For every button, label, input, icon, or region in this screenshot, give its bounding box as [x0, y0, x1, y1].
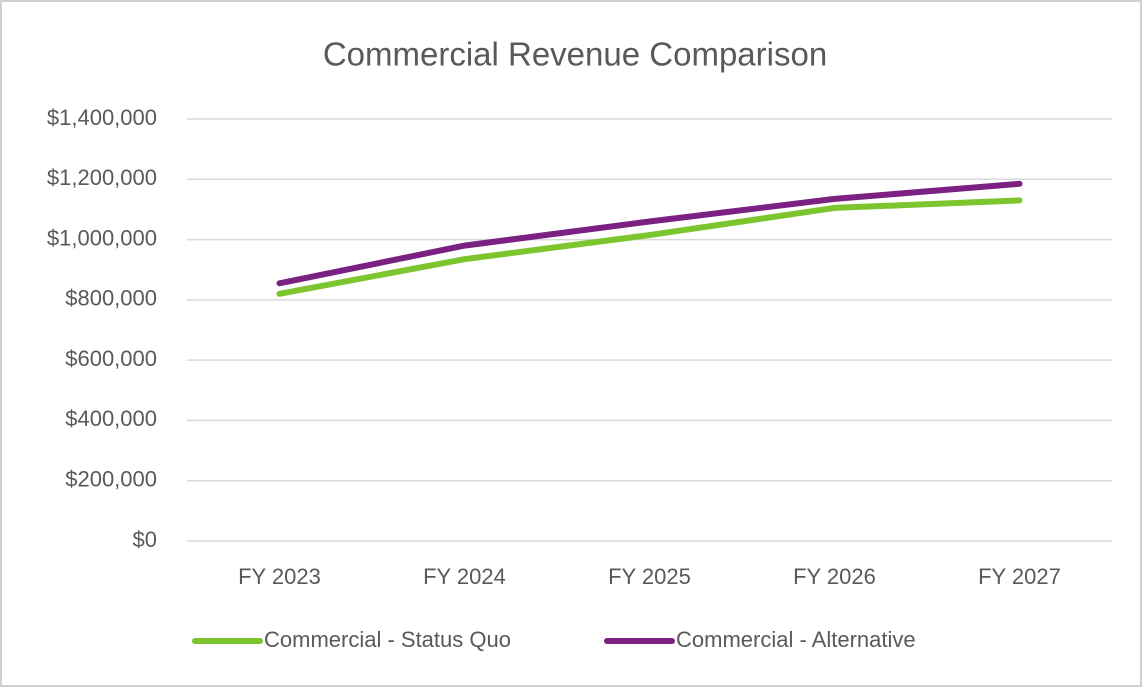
series-line [276, 197, 1023, 297]
y-tick-label: $600,000 [65, 346, 157, 371]
chart-title: Commercial Revenue Comparison [323, 36, 827, 73]
legend-label: Commercial - Status Quo [264, 627, 511, 652]
y-tick-label: $1,200,000 [47, 165, 157, 190]
y-tick-label: $200,000 [65, 467, 157, 492]
x-tick-label: FY 2027 [978, 564, 1061, 589]
x-tick-label: FY 2024 [423, 564, 506, 589]
legend-label: Commercial - Alternative [676, 627, 916, 652]
y-tick-label: $1,000,000 [47, 225, 157, 250]
x-tick-label: FY 2026 [793, 564, 876, 589]
series-line [276, 180, 1023, 287]
y-tick-label: $400,000 [65, 406, 157, 431]
x-tick-label: FY 2025 [608, 564, 691, 589]
x-tick-label: FY 2023 [238, 564, 321, 589]
y-tick-label: $800,000 [65, 286, 157, 311]
y-tick-label: $1,400,000 [47, 105, 157, 130]
y-tick-label: $0 [133, 527, 157, 552]
